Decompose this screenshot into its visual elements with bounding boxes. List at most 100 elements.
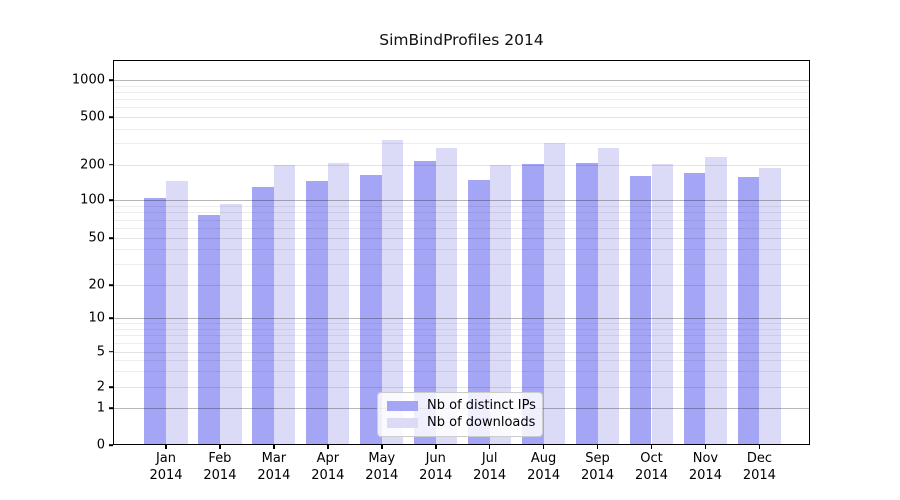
gridline-600: [113, 107, 810, 109]
plot-area: [113, 60, 810, 445]
y-tick-label-2: 2: [96, 379, 105, 395]
x-tick-mark-nov: [704, 445, 707, 449]
bar-feb-downloads: [219, 203, 242, 445]
bar-jan-downloads: [166, 180, 188, 445]
y-tick-mark-20: [109, 284, 113, 286]
x-tick-mark-oct: [650, 445, 653, 449]
bar-jul-distinct-ips: [468, 179, 490, 445]
y-tick-mark-200: [109, 163, 113, 166]
y-tick-label-10: 10: [88, 310, 105, 326]
y-tick-mark-0: [109, 444, 113, 446]
x-tick-mark-dec: [758, 445, 761, 449]
gridline-30: [113, 264, 810, 266]
y-tick-label-1000: 1000: [71, 72, 105, 88]
y-tick-label-20: 20: [88, 277, 105, 293]
gridline-9: [113, 323, 810, 325]
x-tick-label-oct: Oct 2014: [634, 451, 669, 483]
bar-dec-downloads: [759, 167, 781, 445]
x-tick-label-jan: Jan 2014: [149, 451, 183, 483]
chart-title: SimBindProfiles 2014: [379, 31, 544, 49]
y-tick-mark-100: [109, 199, 113, 201]
legend-label-distinct-ips: Nb of distinct IPs: [427, 398, 536, 413]
legend: Nb of distinct IPs Nb of downloads: [377, 392, 543, 437]
x-tick-mark-jan: [165, 445, 167, 449]
bar-nov-distinct-ips: [683, 172, 706, 445]
x-tick-mark-jun: [434, 445, 437, 449]
bar-oct-downloads: [651, 163, 674, 445]
y-tick-label-500: 500: [80, 109, 105, 125]
y-tick-label-100: 100: [80, 192, 105, 208]
legend-item-downloads: Nb of downloads: [387, 416, 542, 430]
y-tick-label-200: 200: [80, 157, 105, 172]
gridline-6: [113, 342, 810, 344]
gridline-10: [113, 318, 810, 319]
bar-jan-distinct-ips: [144, 197, 166, 445]
gridline-4: [113, 360, 810, 362]
x-tick-mark-mar: [273, 445, 275, 449]
gridline-70: [113, 219, 810, 221]
x-tick-mark-aug: [542, 445, 545, 449]
gridline-90: [113, 205, 810, 207]
bar-mar-distinct-ips: [252, 186, 274, 445]
x-tick-mark-apr: [327, 445, 329, 449]
gridline-50: [113, 238, 810, 239]
x-tick-label-mar: Mar 2014: [257, 451, 291, 483]
gridline-800: [113, 91, 810, 93]
gridline-3: [113, 371, 810, 373]
y-tick-mark-1: [109, 407, 113, 409]
gridline-700: [113, 99, 810, 101]
gridline-60: [113, 228, 810, 229]
bar-apr-distinct-ips: [306, 180, 328, 445]
gridline-500: [113, 117, 810, 118]
x-tick-mark-feb: [219, 445, 221, 449]
y-tick-mark-1000: [109, 79, 113, 81]
bar-nov-downloads: [705, 156, 728, 445]
bar-dec-distinct-ips: [737, 177, 760, 445]
bar-jun-distinct-ips: [414, 161, 436, 445]
bar-jul-downloads: [489, 164, 512, 445]
y-tick-mark-500: [109, 116, 113, 118]
y-tick-label-50: 50: [88, 230, 105, 246]
legend-item-distinct-ips: Nb of distinct IPs: [387, 399, 542, 413]
gridline-7: [113, 335, 810, 337]
x-tick-label-jul: Jul 2014: [473, 451, 507, 483]
gridline-5: [113, 351, 810, 353]
gridline-200: [113, 164, 810, 166]
gridline-80: [113, 212, 810, 214]
bar-sep-downloads: [597, 148, 620, 445]
gridline-40: [113, 249, 810, 251]
legend-swatch-distinct-ips: [387, 401, 418, 411]
gridline-100: [113, 200, 810, 201]
x-tick-mark-may: [380, 445, 383, 449]
bar-oct-distinct-ips: [629, 175, 652, 445]
x-tick-mark-jul: [488, 445, 491, 449]
bar-may-downloads: [381, 140, 404, 445]
bar-jun-downloads: [435, 148, 458, 445]
x-tick-label-apr: Apr 2014: [311, 451, 345, 483]
x-tick-label-sep: Sep 2014: [581, 451, 615, 483]
y-tick-mark-50: [109, 237, 113, 239]
gridline-8: [113, 328, 810, 330]
x-tick-label-may: May 2014: [365, 451, 399, 483]
bar-sep-distinct-ips: [575, 163, 598, 445]
x-tick-label-jun: Jun 2014: [419, 451, 453, 483]
y-tick-mark-2: [109, 386, 113, 388]
x-tick-label-aug: Aug 2014: [527, 451, 561, 483]
legend-swatch-downloads: [387, 418, 418, 428]
y-tick-mark-5: [109, 350, 113, 353]
gridline-400: [113, 128, 810, 130]
bar-mar-downloads: [273, 164, 296, 445]
x-tick-label-dec: Dec 2014: [742, 451, 776, 483]
gridline-300: [113, 143, 810, 145]
x-tick-mark-sep: [596, 445, 599, 449]
y-tick-mark-10: [109, 317, 113, 319]
bar-may-distinct-ips: [360, 174, 382, 445]
legend-label-downloads: Nb of downloads: [427, 415, 536, 430]
gridline-2: [113, 387, 810, 388]
bar-aug-downloads: [543, 143, 566, 445]
y-tick-label-1: 1: [96, 400, 105, 416]
y-tick-label-0: 0: [96, 437, 105, 453]
gridline-900: [113, 85, 810, 87]
bar-feb-distinct-ips: [198, 215, 220, 445]
